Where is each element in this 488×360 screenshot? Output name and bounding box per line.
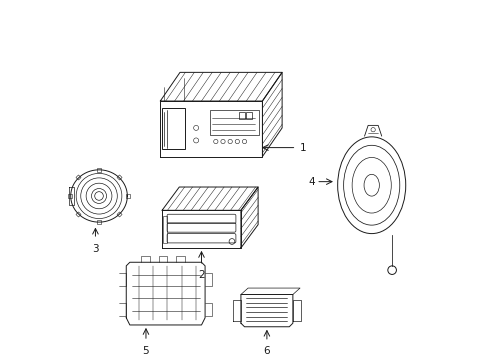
Bar bbox=[97, 220, 101, 224]
Text: 5: 5 bbox=[142, 346, 149, 356]
Bar bbox=[126, 194, 130, 198]
Bar bbox=[239, 112, 244, 119]
Bar bbox=[162, 108, 185, 149]
Bar bbox=[68, 194, 72, 198]
Bar bbox=[246, 112, 251, 119]
Text: 2: 2 bbox=[198, 270, 204, 280]
Bar bbox=[76, 175, 81, 180]
Text: 4: 4 bbox=[308, 177, 315, 186]
Text: 6: 6 bbox=[263, 346, 270, 356]
Text: 1: 1 bbox=[300, 143, 306, 153]
Bar bbox=[210, 110, 258, 135]
Bar bbox=[97, 168, 101, 172]
Text: 3: 3 bbox=[92, 244, 99, 254]
Bar bbox=[117, 175, 122, 180]
Bar bbox=[76, 212, 81, 217]
Bar bbox=[163, 216, 167, 243]
Bar bbox=[117, 212, 122, 217]
